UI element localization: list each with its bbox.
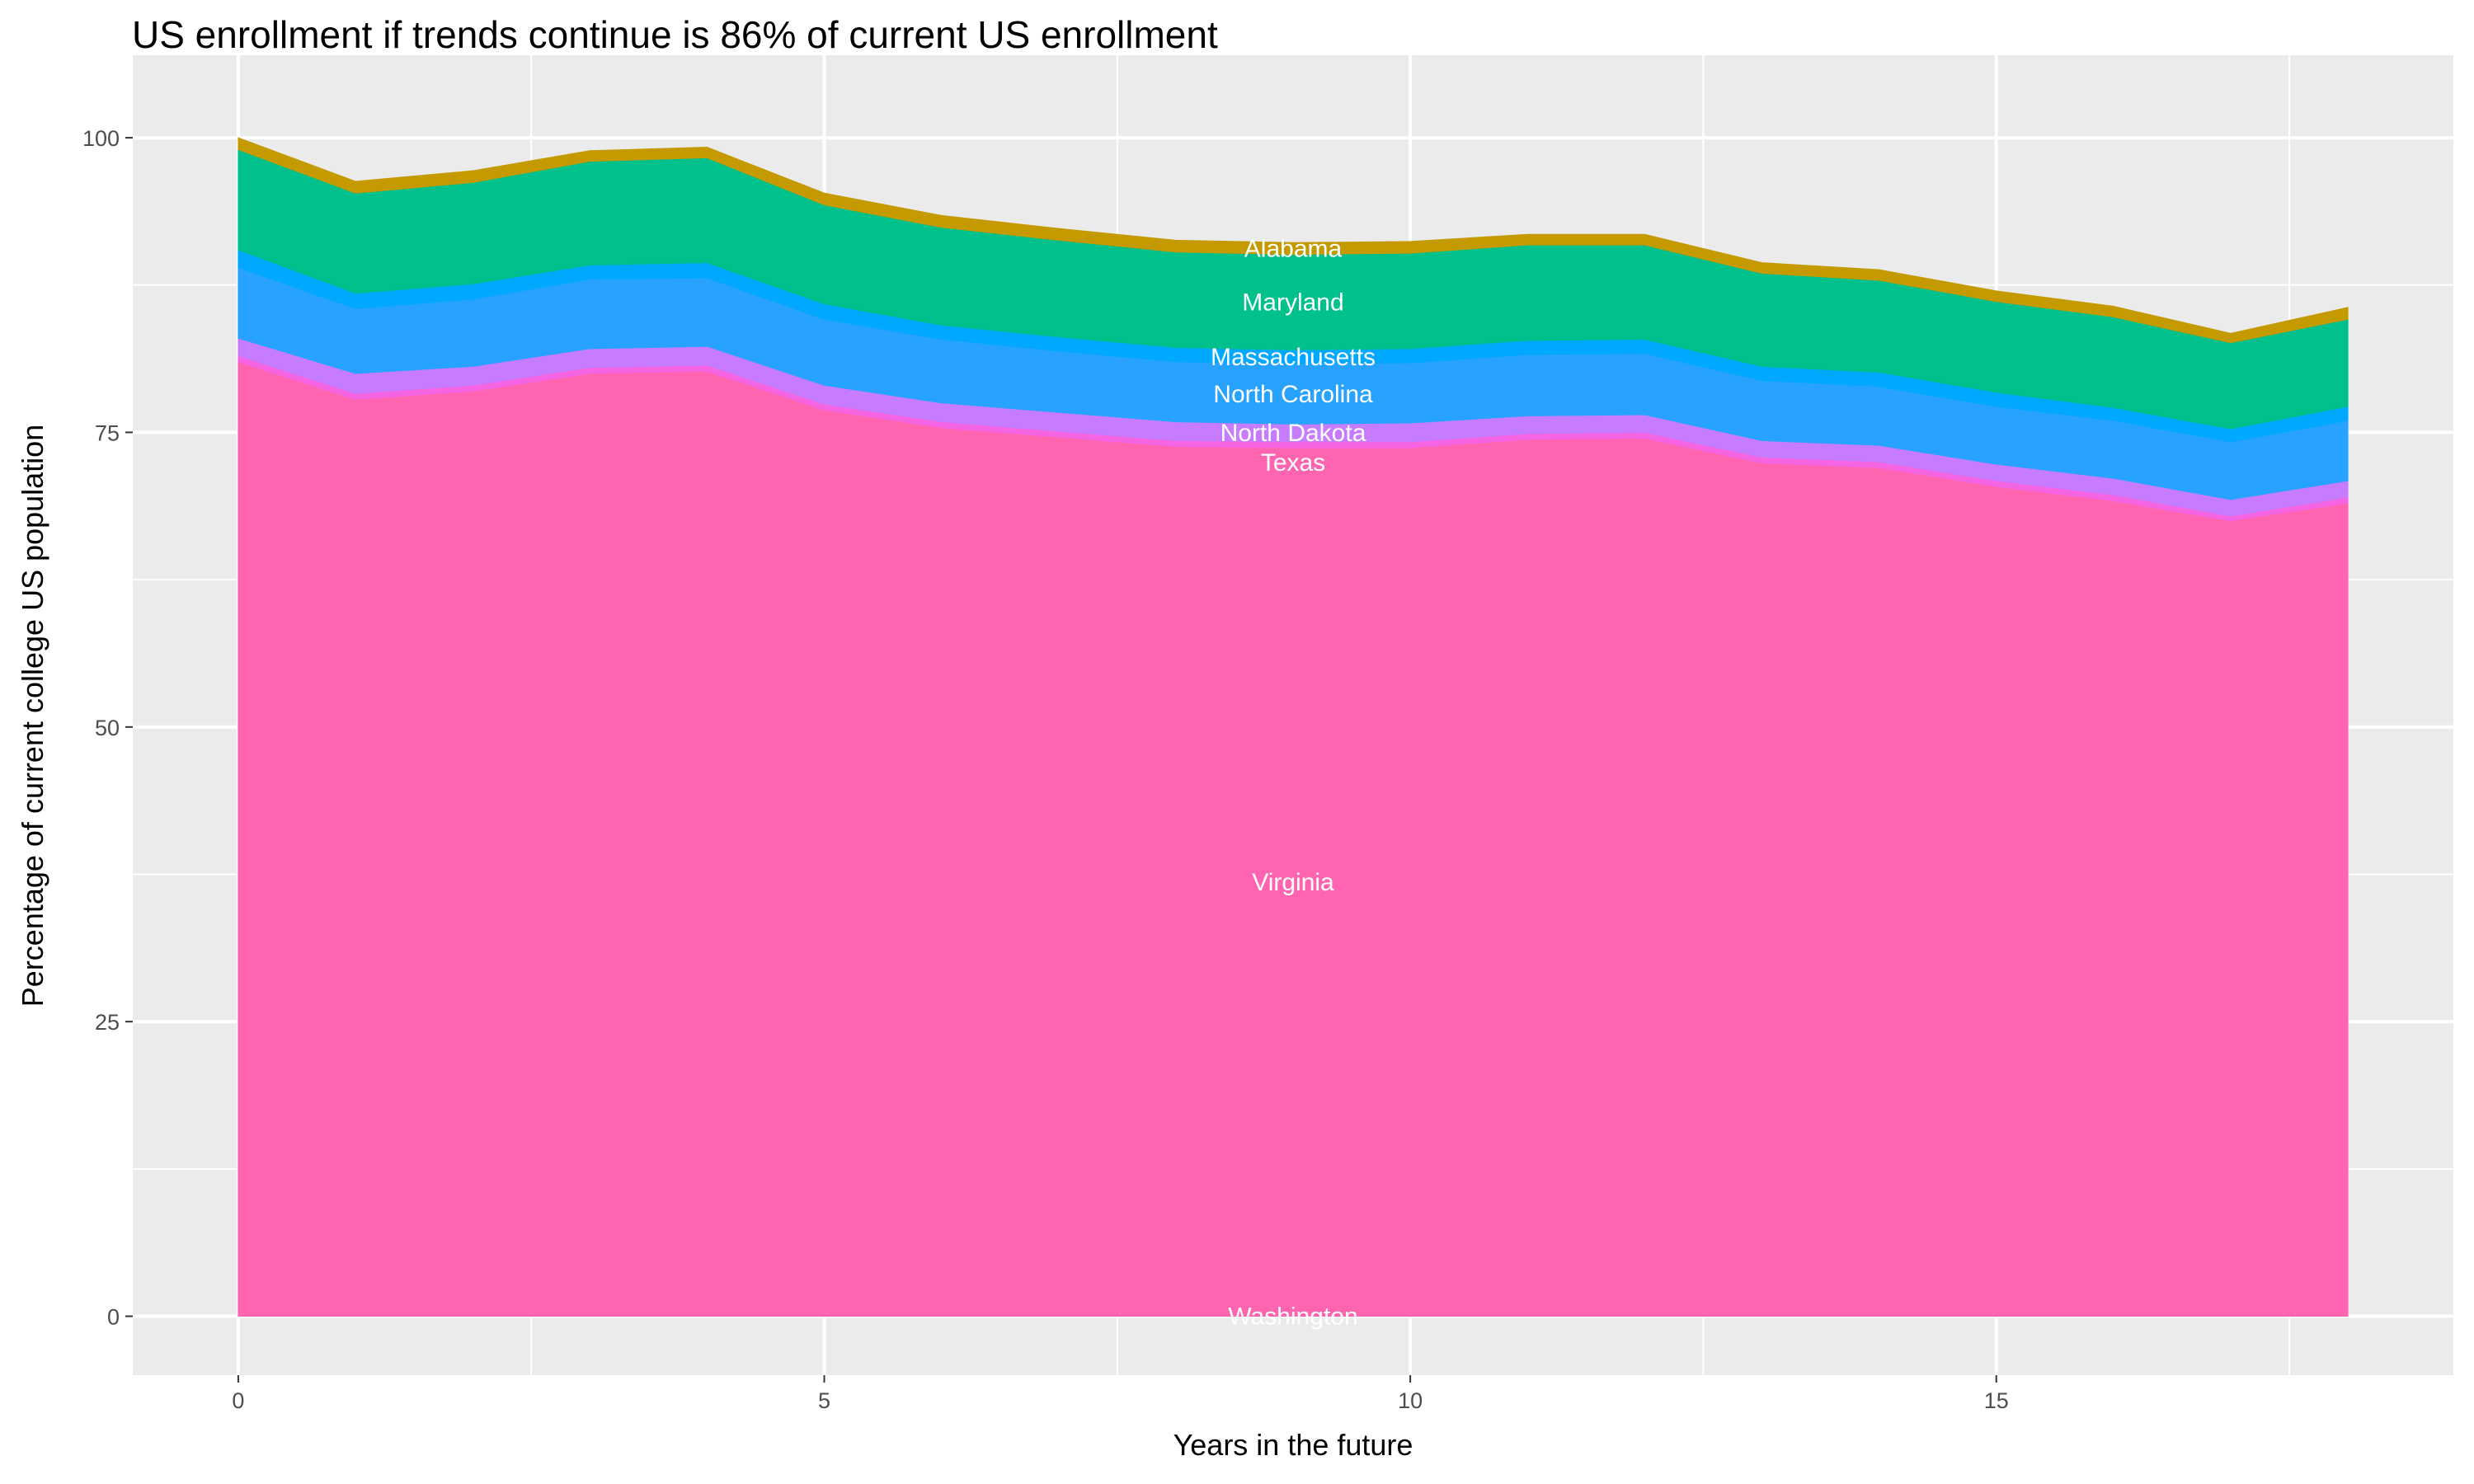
label-virginia: Virginia xyxy=(1252,869,1334,896)
y-axis-ticks: 0 25 50 75 100 xyxy=(82,126,133,1330)
label-north-dakota: North Dakota xyxy=(1221,420,1366,447)
area-virginia xyxy=(238,360,2349,1317)
x-tick-label: 15 xyxy=(1984,1388,2009,1413)
y-tick-label: 50 xyxy=(95,716,120,740)
x-tick-label: 5 xyxy=(818,1388,830,1413)
label-washington: Washington xyxy=(1228,1303,1357,1331)
series-labels: Alabama Maryland Massachusetts North Caroli… xyxy=(1211,235,1376,1330)
label-maryland: Maryland xyxy=(1242,289,1343,316)
label-texas: Texas xyxy=(1261,449,1325,477)
chart-title: US enrollment if trends continue is 86% … xyxy=(132,13,1218,56)
x-tick-label: 0 xyxy=(232,1388,244,1413)
x-tick-label: 10 xyxy=(1398,1388,1423,1413)
area-alabama xyxy=(238,137,2349,344)
x-axis-ticks: 0 5 10 15 xyxy=(232,1375,2009,1413)
label-north-carolina: North Carolina xyxy=(1213,381,1373,408)
area-layers xyxy=(238,137,2349,1317)
y-tick-label: 0 xyxy=(107,1305,120,1330)
label-massachusetts: Massachusetts xyxy=(1211,344,1376,371)
y-tick-label: 100 xyxy=(82,126,120,151)
y-tick-label: 25 xyxy=(95,1010,120,1035)
y-tick-label: 75 xyxy=(95,420,120,445)
label-alabama: Alabama xyxy=(1244,235,1343,262)
x-axis-title: Years in the future xyxy=(1174,1428,1413,1462)
y-axis-title: Percentage of current college US populat… xyxy=(16,425,49,1007)
